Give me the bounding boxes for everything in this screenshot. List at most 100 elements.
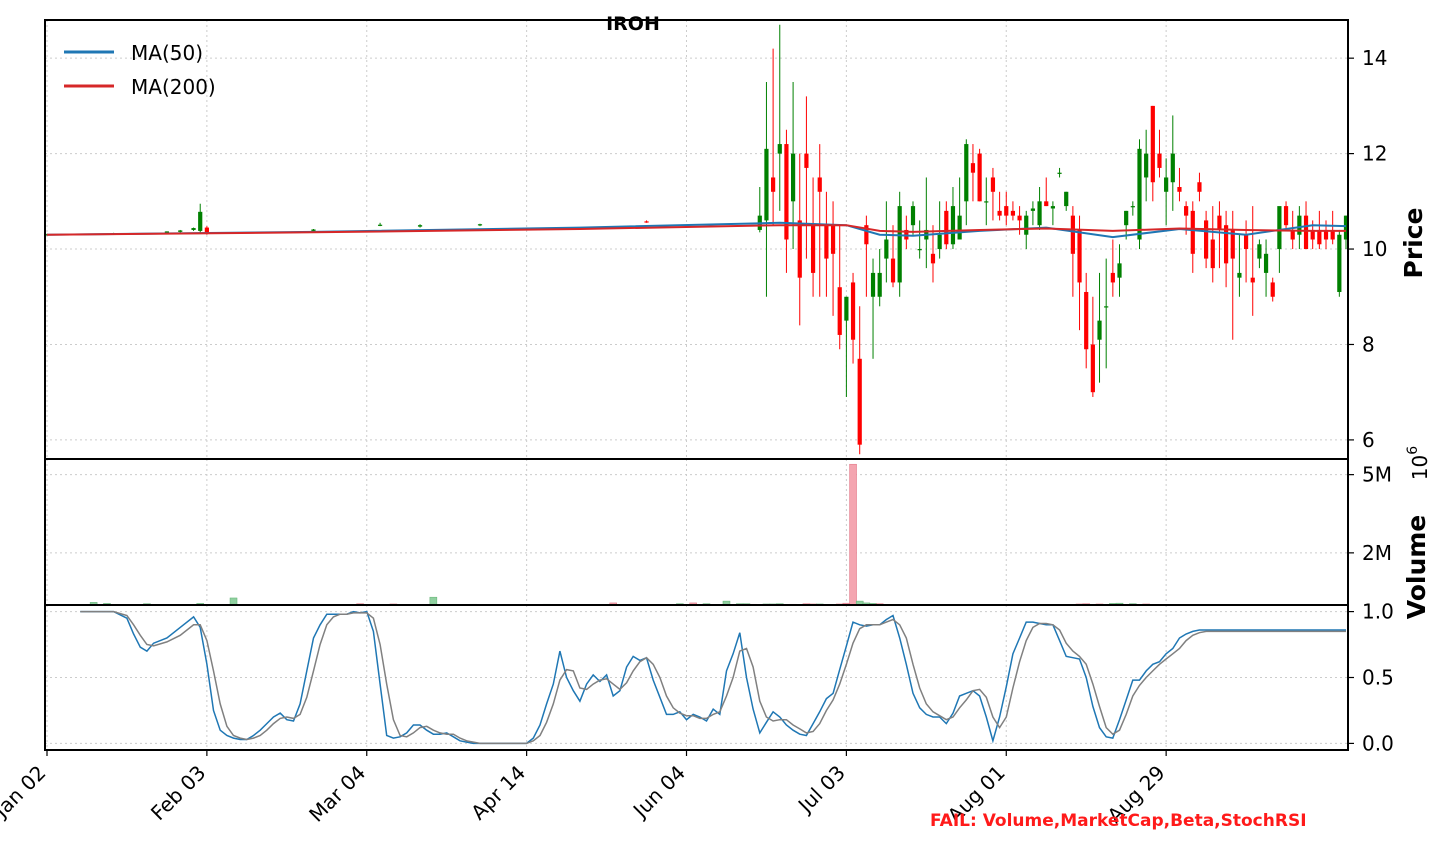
candle-body — [1124, 210, 1129, 226]
candle-body — [644, 221, 649, 223]
volume-tick-label: 2M — [1362, 541, 1392, 565]
volume-axis-label: Volume — [1402, 515, 1431, 620]
candle-body — [1064, 191, 1069, 207]
candle-body — [1230, 229, 1235, 259]
price-tick-label: 8 — [1362, 332, 1375, 356]
candle-body — [777, 144, 782, 154]
candle-body — [764, 148, 769, 221]
candle-body — [1010, 210, 1016, 216]
candle-body — [850, 282, 856, 340]
axes-frame — [44, 19, 1354, 756]
candle-body — [311, 229, 316, 231]
candle-body — [970, 163, 976, 173]
candle-body — [810, 225, 816, 273]
candle-body — [1117, 263, 1122, 278]
candle-body — [784, 144, 789, 240]
fail-message: FAIL: Volume,MarketCap,Beta,StochRSI — [930, 811, 1307, 831]
price-tick-label: 14 — [1362, 46, 1387, 70]
candle-body — [790, 153, 796, 202]
candle-body — [804, 153, 809, 168]
candle-body — [957, 215, 962, 240]
candle-body — [44, 234, 50, 236]
candle-body — [1197, 182, 1202, 192]
candle-body — [1077, 229, 1082, 283]
oscillator-panel — [80, 610, 1346, 745]
candle-body — [1090, 344, 1095, 393]
candle-body — [884, 239, 889, 259]
candle-body — [1130, 206, 1135, 208]
candle-body — [1303, 215, 1309, 250]
candle-body — [1104, 306, 1109, 308]
candle-body — [1024, 215, 1029, 235]
candle-body — [1144, 153, 1149, 178]
candle-body — [1204, 220, 1209, 259]
candle-body — [897, 206, 902, 283]
legend: MA(50) MA(200) — [64, 41, 216, 99]
candle-body — [910, 206, 916, 226]
candle-body — [1323, 229, 1329, 240]
volume-bar — [849, 463, 857, 606]
candle-body — [1184, 206, 1189, 216]
candle-body — [1277, 206, 1282, 250]
candle-body — [964, 144, 969, 202]
candle-body — [1097, 320, 1102, 340]
candle-body — [837, 287, 842, 335]
oscillator-k-line — [80, 610, 1346, 745]
candle-body — [1290, 229, 1295, 240]
volume-bar — [429, 596, 438, 606]
candle-body — [1110, 272, 1115, 283]
oscillator-d-line — [80, 610, 1346, 745]
candle-body — [1137, 148, 1142, 240]
candle-body — [977, 153, 982, 202]
candle-body — [477, 224, 483, 226]
candle-body — [1250, 277, 1255, 283]
candle-body — [178, 230, 183, 232]
oscillator-tick-label: 0.0 — [1362, 731, 1394, 755]
candle-body — [1164, 177, 1169, 192]
candle-body — [844, 296, 849, 321]
candle-body — [1004, 206, 1009, 216]
candle-body — [1050, 206, 1055, 209]
candle-body — [1157, 153, 1162, 168]
candle-body — [1243, 234, 1249, 250]
legend-label-ma200: MA(200) — [131, 75, 216, 99]
candle-body — [1177, 187, 1182, 192]
price-tick-label: 10 — [1362, 237, 1387, 261]
candle-body — [164, 231, 170, 233]
price-tick-label: 12 — [1362, 142, 1387, 166]
price-axis-label: Price — [1399, 208, 1428, 279]
candle-body — [417, 225, 423, 227]
candle-body — [917, 249, 922, 251]
candle-body — [1170, 153, 1175, 183]
chart-title: IROH — [606, 13, 660, 35]
candle-body — [877, 272, 882, 297]
candle-body — [1330, 229, 1335, 240]
candle-body — [870, 272, 876, 297]
candle-body — [797, 220, 802, 278]
candle-body — [1237, 272, 1242, 278]
candle-body — [1297, 215, 1302, 235]
candle-body — [937, 234, 942, 250]
candle-body — [1084, 291, 1089, 350]
candle-body — [824, 225, 829, 259]
candle-body — [1223, 225, 1229, 264]
candle-body — [191, 228, 196, 230]
candle-body — [997, 210, 1002, 216]
candle-body — [204, 227, 209, 233]
candle-body — [1317, 229, 1322, 245]
candle-body — [817, 177, 822, 192]
candle-body — [990, 177, 996, 192]
candle-body — [1210, 239, 1215, 269]
legend-label-ma50: MA(50) — [131, 41, 203, 65]
candle-body — [950, 206, 956, 245]
candle-body — [830, 225, 836, 254]
panel-frame — [44, 604, 1349, 751]
candle-body — [1217, 215, 1222, 230]
candle-body — [1263, 253, 1269, 273]
candle-body — [1190, 210, 1195, 254]
volume-bar — [229, 597, 238, 606]
oscillator-tick-label: 0.5 — [1362, 666, 1394, 690]
candle-body — [930, 253, 936, 264]
candle-body — [377, 224, 383, 226]
